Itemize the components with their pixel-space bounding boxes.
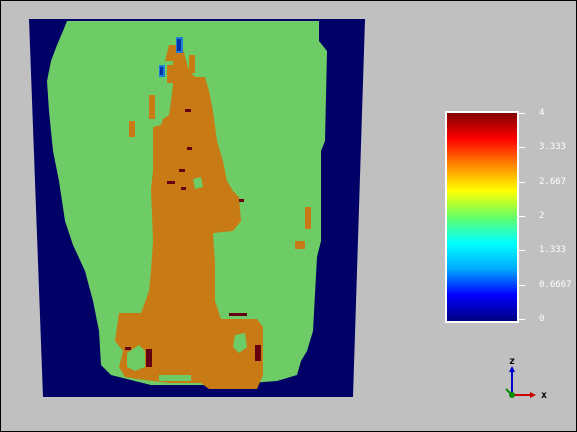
high-value-spot bbox=[146, 349, 152, 367]
high-value-spot bbox=[125, 347, 131, 350]
body-island bbox=[127, 345, 145, 371]
color-scale-tick-label: 3.333 bbox=[539, 142, 567, 152]
color-scale-bar bbox=[445, 111, 519, 323]
color-scale-tick-label: 1.333 bbox=[539, 245, 567, 255]
high-value-spot bbox=[255, 345, 261, 361]
high-value-spot bbox=[187, 147, 192, 150]
low-value-spot bbox=[177, 39, 181, 51]
body-island bbox=[159, 375, 191, 381]
core-fragment bbox=[295, 241, 305, 249]
x-axis-label: x bbox=[541, 390, 548, 401]
color-scale-tick-mark bbox=[519, 113, 525, 114]
core-region bbox=[115, 45, 263, 389]
core-fragment bbox=[189, 55, 195, 73]
axes-orientation-triad: z x bbox=[501, 353, 561, 403]
axes-icon bbox=[505, 366, 536, 398]
high-value-spot bbox=[185, 109, 191, 112]
high-value-spot bbox=[229, 313, 247, 316]
color-scale-tick-label: 2.667 bbox=[539, 177, 567, 187]
core-fragment bbox=[305, 207, 311, 229]
core-fragment bbox=[149, 95, 155, 119]
core-fragment bbox=[167, 65, 173, 83]
color-scale-tick-label: 2 bbox=[539, 211, 545, 221]
color-scale-tick-label: 0.6667 bbox=[539, 280, 572, 290]
high-value-spot bbox=[179, 169, 185, 172]
low-value-spot bbox=[160, 67, 163, 75]
high-value-spot bbox=[181, 187, 186, 190]
color-scale-tick-mark bbox=[519, 319, 525, 320]
color-scale-tick-mark bbox=[519, 216, 525, 217]
z-axis-label: z bbox=[509, 356, 516, 367]
color-scale-tick-label: 4 bbox=[539, 108, 545, 118]
color-scale-tick-mark bbox=[519, 182, 525, 183]
body-island bbox=[193, 177, 203, 189]
color-scale-tick-mark bbox=[519, 250, 525, 251]
core-fragment bbox=[129, 121, 135, 137]
color-scale-tick-mark bbox=[519, 285, 525, 286]
high-value-spot bbox=[167, 181, 175, 184]
high-value-spot bbox=[239, 199, 244, 202]
body-island bbox=[233, 333, 247, 353]
color-scale-tick-label: 0 bbox=[539, 314, 545, 324]
color-scale-tick-mark bbox=[519, 147, 525, 148]
